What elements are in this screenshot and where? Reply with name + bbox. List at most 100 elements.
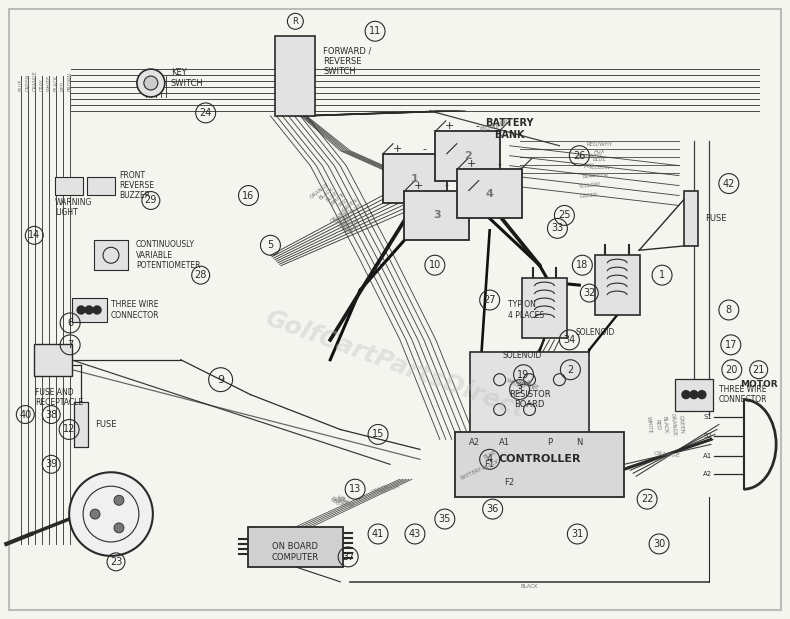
Text: BLUE: BLUE xyxy=(345,222,359,233)
Text: F1: F1 xyxy=(484,460,495,469)
Bar xyxy=(74,402,88,447)
Text: RED: RED xyxy=(654,418,660,430)
Text: FRONT
REVERSE
BUZZER: FRONT REVERSE BUZZER xyxy=(119,171,154,201)
Bar xyxy=(595,255,640,315)
Text: KEY
SWITCH: KEY SWITCH xyxy=(171,68,204,88)
Text: 32: 32 xyxy=(583,288,596,298)
Text: 29: 29 xyxy=(145,196,157,206)
Text: RED: RED xyxy=(61,80,66,91)
Text: 26: 26 xyxy=(574,150,585,161)
Text: 30: 30 xyxy=(653,539,665,549)
Text: 10: 10 xyxy=(429,260,441,271)
Circle shape xyxy=(114,495,124,505)
Text: 20: 20 xyxy=(726,365,738,374)
Text: 40: 40 xyxy=(19,410,32,420)
Text: R: R xyxy=(292,17,299,26)
Text: 12: 12 xyxy=(63,425,75,435)
Text: YELLOW: YELLOW xyxy=(589,165,611,170)
Text: 43: 43 xyxy=(408,529,421,539)
Bar xyxy=(248,527,343,567)
Text: WHITE: WHITE xyxy=(506,378,524,391)
Text: 21: 21 xyxy=(753,365,765,374)
Text: -: - xyxy=(476,121,480,131)
Text: GREEN: GREEN xyxy=(26,74,31,91)
Text: +: + xyxy=(414,181,423,191)
Text: ORANGE: ORANGE xyxy=(32,70,38,91)
Text: 2: 2 xyxy=(567,365,574,374)
Text: SOLENOID: SOLENOID xyxy=(576,329,615,337)
Bar xyxy=(522,278,567,338)
Text: RED: RED xyxy=(342,218,354,228)
Bar xyxy=(72,298,107,322)
Text: ORANGE: ORANGE xyxy=(329,207,351,224)
Text: 41: 41 xyxy=(372,529,384,539)
Text: RED: RED xyxy=(338,197,350,208)
Text: 36: 36 xyxy=(487,504,498,514)
Circle shape xyxy=(682,391,690,399)
Text: RED: RED xyxy=(514,379,527,390)
Text: WHITE: WHITE xyxy=(646,415,653,433)
Bar xyxy=(55,176,83,194)
Text: BLUE: BLUE xyxy=(483,449,497,459)
Text: 31: 31 xyxy=(571,529,584,539)
Text: WHITE: WHITE xyxy=(329,192,347,207)
Text: GolfCartPartsDirect: GolfCartPartsDirect xyxy=(261,306,529,423)
Text: 1: 1 xyxy=(411,173,419,184)
Text: BATTERY
BANK: BATTERY BANK xyxy=(485,118,534,140)
Text: GREEN: GREEN xyxy=(371,483,389,495)
Text: A2: A2 xyxy=(469,438,480,447)
Text: 4: 4 xyxy=(486,189,494,199)
Text: DIODE: DIODE xyxy=(330,496,346,509)
Text: BLUE: BLUE xyxy=(349,202,363,215)
Text: A1: A1 xyxy=(702,453,712,459)
Text: +: + xyxy=(393,144,401,154)
Text: ORANGE: ORANGE xyxy=(669,413,676,436)
Text: 17: 17 xyxy=(724,340,737,350)
Text: FUSE: FUSE xyxy=(95,420,117,429)
Text: 19: 19 xyxy=(517,370,529,379)
Text: GREEN: GREEN xyxy=(678,415,684,434)
Text: RED: RED xyxy=(348,224,360,235)
Text: GREEN: GREEN xyxy=(341,218,359,233)
Text: BLACK: BLACK xyxy=(333,210,351,225)
Bar xyxy=(93,240,129,270)
Text: AUX: AUX xyxy=(583,163,595,168)
Circle shape xyxy=(137,69,165,97)
Text: GREEN: GREEN xyxy=(580,193,599,199)
Text: MOTOR: MOTOR xyxy=(740,380,777,389)
Bar xyxy=(276,37,315,116)
Text: OBC: OBC xyxy=(329,497,341,507)
Text: RESISTOR
BOARD: RESISTOR BOARD xyxy=(509,390,551,409)
Text: 27: 27 xyxy=(483,295,496,305)
Circle shape xyxy=(144,76,158,90)
Text: 39: 39 xyxy=(45,459,58,469)
Text: BLUE: BLUE xyxy=(592,157,606,162)
Bar xyxy=(34,344,72,376)
Circle shape xyxy=(77,306,85,314)
Text: GREEN: GREEN xyxy=(341,197,359,214)
Text: YELLOW: YELLOW xyxy=(578,182,600,189)
Text: WHITE: WHITE xyxy=(337,214,355,228)
Bar xyxy=(684,191,698,246)
Text: BLACK: BLACK xyxy=(521,584,538,589)
Text: SOLENOID: SOLENOID xyxy=(503,352,542,360)
Text: A2: A2 xyxy=(703,471,712,477)
Circle shape xyxy=(70,472,152,556)
Text: TYP ON
4 PLACES: TYP ON 4 PLACES xyxy=(508,300,544,319)
Text: 28: 28 xyxy=(194,270,207,280)
Bar xyxy=(382,154,447,204)
Text: CONTROLLER: CONTROLLER xyxy=(498,454,581,464)
Text: AUX: AUX xyxy=(593,149,605,154)
Text: 18: 18 xyxy=(576,260,589,271)
Text: ON BOARD
COMPUTER: ON BOARD COMPUTER xyxy=(272,542,319,561)
Bar xyxy=(87,176,115,194)
Text: -: - xyxy=(498,158,502,168)
Text: PIONEER: PIONEER xyxy=(480,119,510,132)
Text: BLUE: BLUE xyxy=(19,79,24,91)
Bar xyxy=(675,379,713,410)
Text: P: P xyxy=(547,438,552,447)
Text: +: + xyxy=(445,121,454,131)
Text: GREEN: GREEN xyxy=(590,173,609,178)
Text: 24: 24 xyxy=(200,108,212,118)
Text: FUSE AND
RECEPTACLE: FUSE AND RECEPTACLE xyxy=(36,388,84,407)
